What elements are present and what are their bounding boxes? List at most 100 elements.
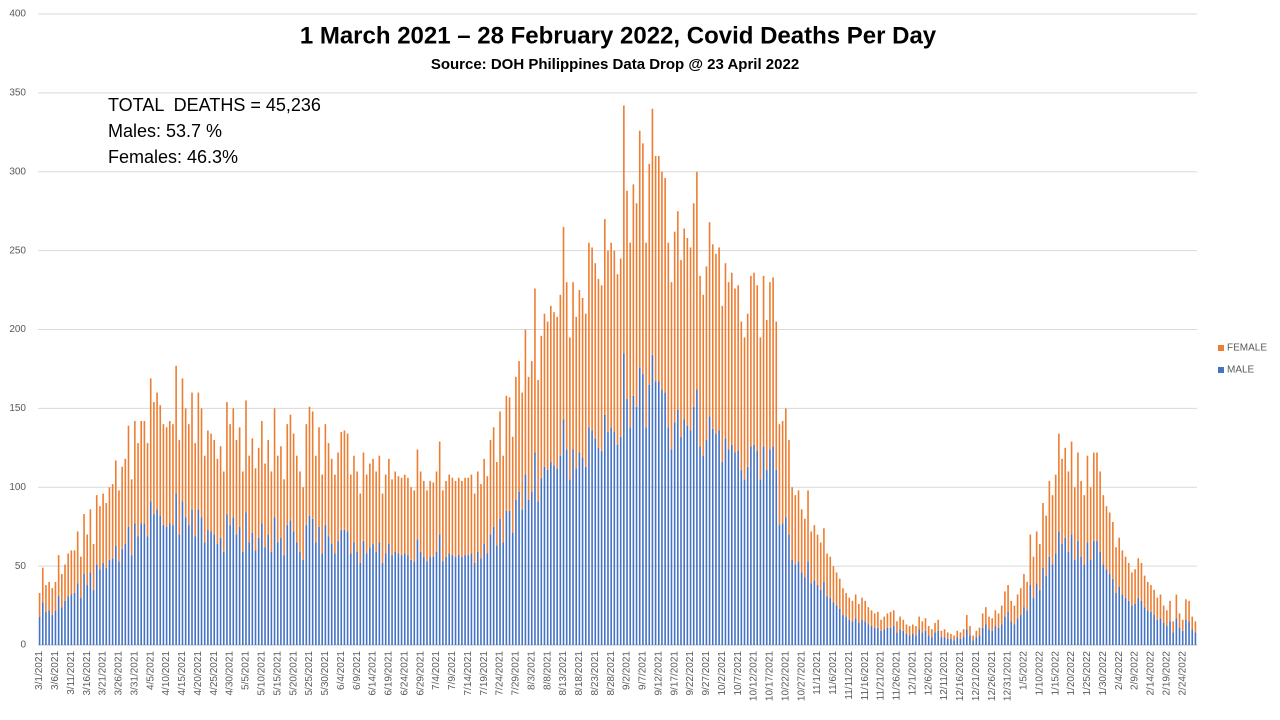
bar-segment	[496, 462, 498, 546]
bar-segment	[648, 163, 651, 385]
bar-segment	[419, 551, 422, 645]
bar-segment	[308, 406, 311, 516]
chart-title: 1 March 2021 – 28 February 2022, Covid D…	[300, 22, 937, 49]
bar-segment	[711, 244, 714, 429]
bar-segment	[426, 490, 428, 562]
bar-segment	[657, 381, 660, 645]
bar-segment	[57, 596, 60, 645]
bar-segment	[210, 531, 212, 645]
bar-segment	[318, 526, 320, 645]
bar-segment	[750, 275, 752, 447]
bar-segment	[530, 491, 533, 645]
bar-segment	[969, 635, 971, 645]
bar-segment	[280, 446, 282, 538]
bar-segment	[912, 624, 914, 634]
bar-segment	[677, 409, 679, 645]
x-tick-label: 4/20/2021	[193, 651, 204, 696]
bar-segment	[572, 449, 574, 645]
bar-segment	[222, 551, 225, 645]
bar-segment	[242, 471, 244, 552]
bar-segment	[1045, 515, 1047, 576]
bar-segment	[200, 408, 203, 518]
bar-segment	[918, 616, 920, 630]
bar-segment	[877, 627, 879, 645]
bar-segment	[778, 525, 781, 645]
bar-segment	[375, 551, 377, 645]
bar-segment	[642, 373, 644, 645]
x-tick-label: 2/4/2022	[1114, 651, 1125, 690]
bar-segment	[286, 525, 289, 645]
bar-segment	[388, 458, 390, 545]
bar-segment	[521, 392, 524, 510]
bar-segment	[492, 427, 495, 527]
bar-segment	[721, 305, 724, 463]
bar-segment	[353, 455, 355, 543]
bar-segment	[207, 529, 209, 645]
x-tick-label: 9/12/2021	[653, 651, 664, 696]
bar-segment	[943, 629, 946, 638]
bar-segment	[772, 277, 774, 447]
bar-segment	[972, 640, 974, 645]
x-tick-label: 7/9/2021	[447, 651, 458, 690]
bar-segment	[689, 247, 692, 431]
bar-segment	[915, 635, 917, 645]
bar-segment	[975, 637, 978, 645]
bar-segment	[321, 553, 323, 645]
bar-segment	[711, 428, 714, 645]
bar-segment	[883, 629, 886, 645]
x-tick-label: 3/31/2021	[129, 651, 140, 696]
bar-segment	[699, 446, 701, 645]
bar-segment	[778, 424, 781, 526]
x-tick-label: 10/17/2021	[765, 651, 776, 701]
bar-segment	[473, 562, 476, 645]
bar-segment	[823, 528, 825, 582]
bar-segment	[1172, 632, 1174, 645]
bar-segment	[931, 637, 933, 645]
x-tick-label: 5/20/2021	[288, 651, 299, 696]
bar-segment	[534, 288, 536, 453]
bar-segment	[168, 523, 171, 645]
bar-segment	[962, 637, 965, 645]
bar-segment	[708, 416, 711, 645]
bar-segment	[1029, 585, 1032, 645]
bar-segment	[921, 632, 924, 645]
bar-segment	[578, 290, 581, 453]
bar-segment	[880, 630, 882, 645]
bar-segment	[153, 514, 155, 645]
x-tick-label: 9/7/2021	[638, 651, 649, 690]
bar-segment	[546, 469, 549, 645]
bar-segment	[184, 408, 187, 518]
bar-segment	[359, 493, 362, 563]
bar-segment	[505, 510, 508, 645]
bar-segment	[750, 446, 752, 645]
bar-segment	[912, 633, 914, 645]
bar-segment	[759, 337, 762, 480]
bar-segment	[1131, 605, 1133, 645]
bar-segment	[1026, 581, 1028, 611]
bar-segment	[365, 553, 368, 645]
bar-segment	[905, 624, 908, 634]
bar-segment	[413, 561, 416, 645]
bar-segment	[664, 178, 666, 393]
bar-segment	[880, 619, 882, 631]
bar-segment	[556, 316, 558, 469]
bar-segment	[499, 411, 501, 519]
bar-segment	[692, 406, 695, 645]
x-tick-label: 6/29/2021	[415, 651, 426, 696]
bar-segment	[121, 466, 123, 549]
bar-segment	[226, 402, 228, 515]
bar-segment	[743, 479, 746, 645]
bar-segment	[965, 629, 968, 645]
bar-segment	[1146, 610, 1149, 645]
bar-segment	[175, 493, 177, 645]
bar-segment	[1058, 433, 1060, 532]
bar-segment	[400, 477, 403, 556]
y-tick-label: 350	[9, 88, 26, 99]
bar-segment	[178, 439, 181, 535]
bar-segment	[854, 594, 857, 619]
bar-segment	[991, 630, 993, 645]
bar-segment	[765, 469, 768, 645]
bar-segment	[394, 471, 397, 552]
bar-segment	[623, 353, 625, 645]
bar-segment	[543, 466, 546, 645]
